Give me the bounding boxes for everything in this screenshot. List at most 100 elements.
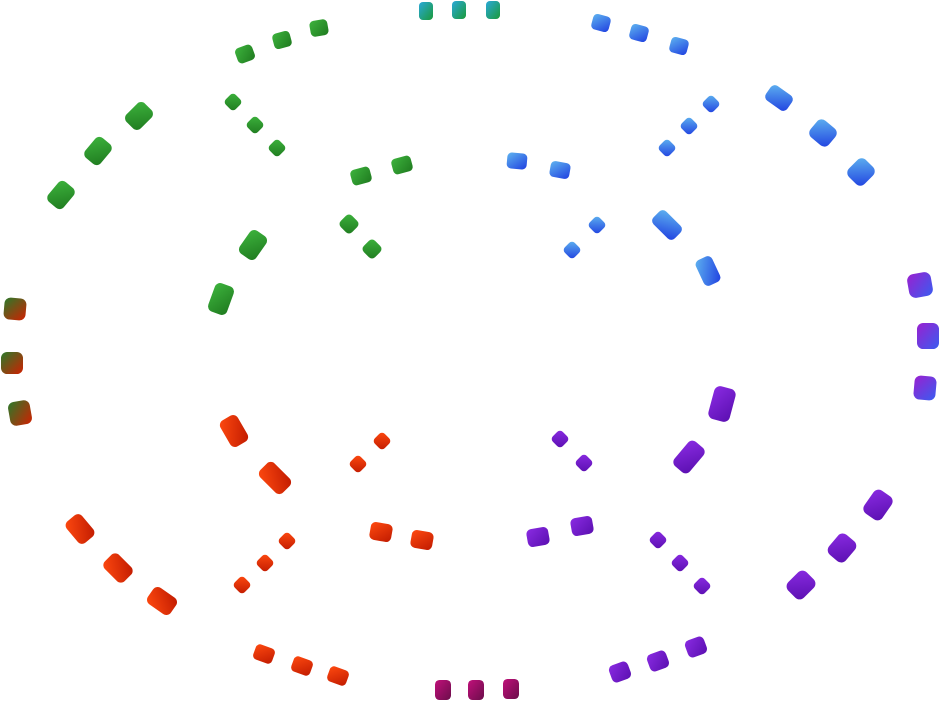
dash-mark bbox=[238, 229, 268, 261]
dash-mark bbox=[669, 36, 689, 56]
dash-mark bbox=[146, 586, 178, 616]
dash-mark bbox=[468, 680, 484, 700]
dash-mark bbox=[526, 527, 550, 547]
dash-mark bbox=[350, 166, 372, 186]
blue-dash-group bbox=[652, 210, 721, 286]
dash-mark bbox=[486, 1, 500, 19]
dash-mark bbox=[549, 161, 571, 179]
dash-mark bbox=[1, 352, 23, 374]
dash-mark bbox=[591, 13, 611, 33]
dash-mark bbox=[369, 522, 393, 542]
dash-mark bbox=[224, 93, 242, 111]
dash-mark bbox=[702, 95, 720, 113]
dash-mark bbox=[695, 256, 721, 286]
dash-mark bbox=[125, 102, 153, 130]
dash-mark bbox=[291, 656, 313, 676]
dash-mark bbox=[410, 530, 434, 550]
purple-dash-group bbox=[673, 386, 736, 474]
blue-violet-dash-group bbox=[907, 272, 939, 401]
green-dash-group bbox=[350, 155, 413, 186]
dash-mark bbox=[452, 1, 466, 19]
dash-mark bbox=[362, 239, 382, 259]
dash-mark bbox=[65, 514, 95, 544]
dash-mark bbox=[827, 533, 857, 563]
dash-mark bbox=[907, 272, 933, 298]
dash-mark bbox=[658, 139, 676, 157]
dash-mark bbox=[208, 283, 234, 315]
purple-dash-group bbox=[786, 489, 893, 600]
dash-mark bbox=[608, 661, 632, 683]
blue-dash-group bbox=[563, 216, 606, 259]
teal-dash-group bbox=[419, 1, 500, 20]
purple-dash-group bbox=[526, 516, 594, 547]
green-dash-group bbox=[208, 229, 268, 315]
dash-mark bbox=[419, 2, 433, 20]
blue-dash-group bbox=[765, 85, 875, 186]
red-green-dash-group bbox=[1, 297, 32, 426]
red-dash-group bbox=[369, 522, 434, 550]
dash-mark bbox=[503, 679, 519, 699]
dash-mark bbox=[671, 554, 689, 572]
red-dash-group bbox=[219, 415, 292, 495]
green-dash-group bbox=[47, 102, 153, 210]
dash-mark bbox=[863, 489, 893, 521]
dash-mark bbox=[391, 155, 413, 175]
dash-mark bbox=[47, 180, 75, 210]
red-dash-group bbox=[349, 432, 391, 473]
dash-mark bbox=[506, 152, 528, 170]
dash-mark bbox=[278, 532, 296, 550]
dash-mark bbox=[913, 375, 937, 401]
red-dash-group bbox=[253, 644, 349, 686]
dash-mark bbox=[917, 323, 939, 349]
dash-mark bbox=[84, 136, 112, 166]
dash-mark bbox=[847, 158, 875, 186]
dash-mark bbox=[309, 19, 329, 37]
dash-mark bbox=[103, 553, 133, 583]
dash-mark bbox=[256, 554, 274, 572]
dash-mark bbox=[339, 214, 359, 234]
dash-mark bbox=[629, 23, 649, 43]
dash-mark bbox=[258, 461, 292, 495]
green-dash-group bbox=[235, 19, 329, 64]
dash-mark bbox=[684, 636, 708, 658]
dash-mark bbox=[327, 666, 349, 686]
dash-mark bbox=[588, 216, 606, 234]
maroon-dash-group bbox=[435, 679, 519, 700]
dash-mark bbox=[708, 386, 736, 422]
dash-mark bbox=[673, 440, 705, 474]
dash-mark bbox=[649, 531, 667, 549]
dash-mark bbox=[652, 210, 682, 240]
red-dash-group bbox=[233, 532, 296, 594]
purple-dash-group bbox=[551, 430, 593, 472]
dash-mark bbox=[8, 400, 32, 426]
dash-mark bbox=[551, 430, 569, 448]
dash-mark bbox=[575, 454, 593, 472]
purple-dash-group bbox=[608, 636, 708, 683]
dash-mark bbox=[373, 432, 391, 450]
dash-mark bbox=[3, 297, 27, 321]
blue-dash-group bbox=[591, 13, 689, 56]
dash-mark bbox=[693, 577, 711, 595]
dash-mark bbox=[809, 119, 837, 147]
dash-mark bbox=[246, 116, 264, 134]
dash-mark bbox=[646, 650, 670, 672]
dash-mark bbox=[680, 117, 698, 135]
dash-mark bbox=[219, 415, 249, 447]
dash-mark bbox=[435, 680, 451, 700]
dash-mark bbox=[786, 570, 816, 600]
green-dash-group bbox=[224, 93, 286, 157]
green-dash-group bbox=[339, 214, 382, 259]
purple-dash-group bbox=[649, 531, 711, 595]
dash-mark bbox=[570, 516, 594, 536]
dash-mark bbox=[253, 644, 275, 664]
dash-mark bbox=[272, 30, 292, 50]
dash-mark bbox=[233, 576, 251, 594]
red-dash-group bbox=[65, 514, 178, 616]
dash-mark bbox=[349, 455, 367, 473]
dash-mark bbox=[235, 44, 255, 64]
dash-mark bbox=[268, 139, 286, 157]
blue-dash-group bbox=[506, 152, 571, 179]
dash-mark bbox=[563, 241, 581, 259]
